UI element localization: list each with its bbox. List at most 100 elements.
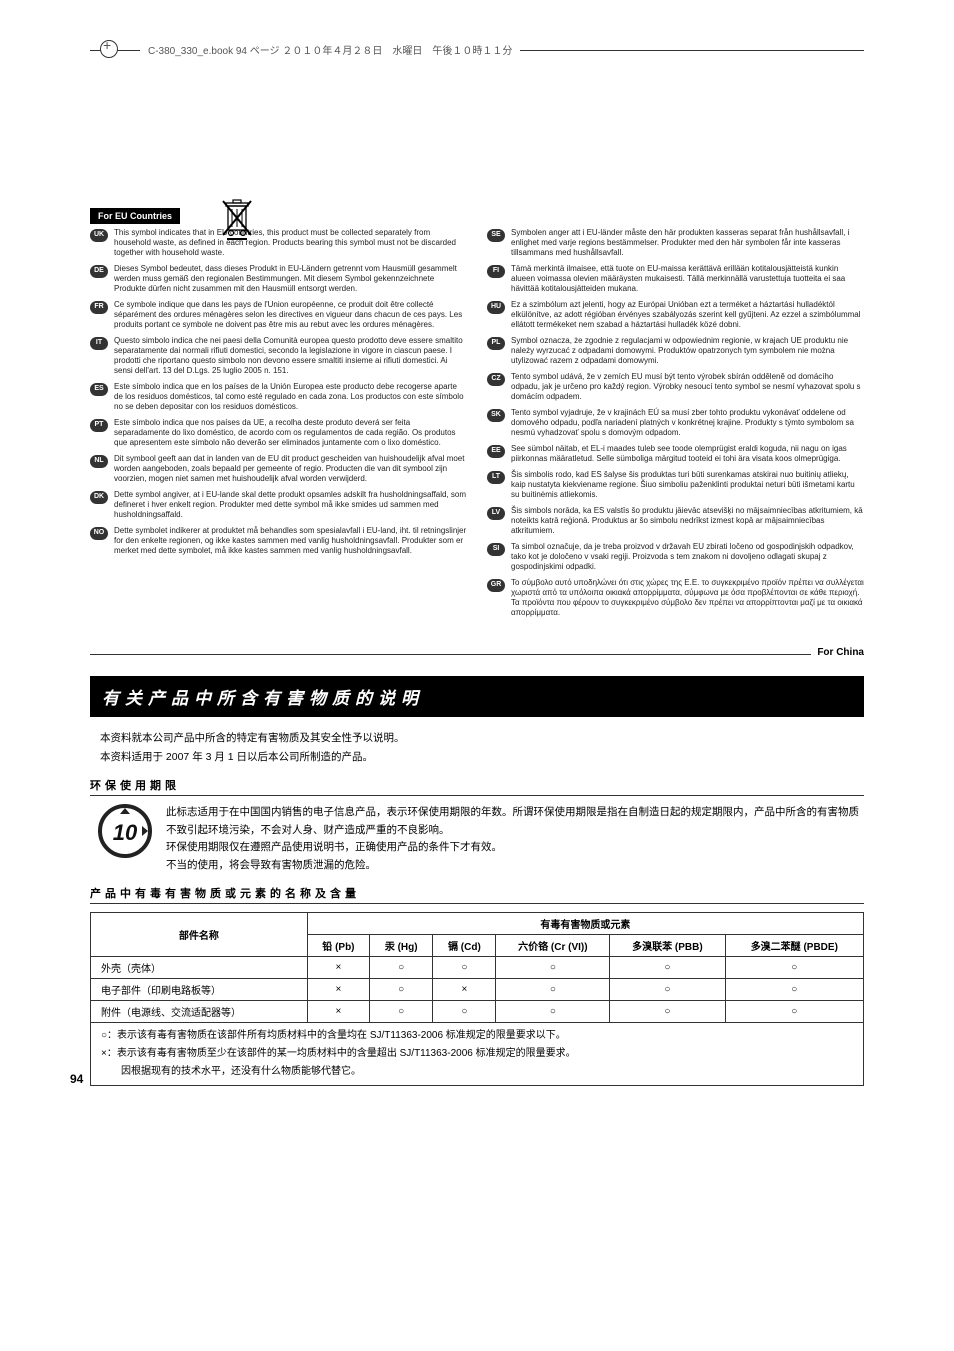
lang-block-gr: GR Το σύμβολο αυτό υποδηλώνει ότι στις χώ…	[487, 578, 864, 618]
lang-text: Šis simbols norāda, ka ES valstīs šo pro…	[511, 506, 864, 536]
col-header: 汞 (Hg)	[370, 935, 433, 957]
cell-value: ○	[370, 979, 433, 1001]
lang-badge: GR	[487, 579, 505, 592]
env-text-2: 环保使用期限仅在遵照产品使用说明书，正确使用产品的条件下才有效。	[166, 839, 864, 857]
lang-badge: SK	[487, 409, 505, 422]
lang-block-si: SI Ta simbol označuje, da je treba proizv…	[487, 542, 864, 572]
cell-value: ○	[496, 1001, 610, 1023]
cell-value: ○	[725, 979, 863, 1001]
lang-text: Tämä merkintä ilmaisee, että tuote on EU…	[511, 264, 864, 294]
col-header: 多溴联苯 (PBB)	[610, 935, 725, 957]
compass-icon	[100, 40, 118, 58]
lang-badge: NO	[90, 527, 108, 540]
lang-text: Dette symbolet indikerer at produktet må…	[114, 526, 467, 556]
lang-badge: EE	[487, 445, 505, 458]
cell-value: ○	[370, 1001, 433, 1023]
china-title: 有关产品中所含有害物质的说明	[90, 676, 864, 717]
lang-block-de: DE Dieses Symbol bedeutet, dass dieses Pr…	[90, 264, 467, 294]
lang-text: See sümbol näitab, et EL-i maades tuleb …	[511, 444, 864, 464]
lang-badge: LV	[487, 507, 505, 520]
lang-badge: DK	[90, 491, 108, 504]
th-part: 部件名称	[91, 913, 308, 957]
lang-badge: SE	[487, 229, 505, 242]
lang-text: Šis simbolis rodo, kad ES šalyse šis pro…	[511, 470, 864, 500]
lang-badge: CZ	[487, 373, 505, 386]
lang-block-fi: FI Tämä merkintä ilmaisee, että tuote on …	[487, 264, 864, 294]
part-name: 附件（电源线、交流适配器等）	[91, 1001, 308, 1023]
lang-text: Symbol oznacza, że zgodnie z regulacjami…	[511, 336, 864, 366]
note-2: ×：表示该有毒有害物质至少在该部件的某一均质材料中的含量超出 SJ/T11363…	[101, 1045, 853, 1063]
cell-value: ○	[433, 1001, 496, 1023]
lang-text: Dette symbol angiver, at i EU-lande skal…	[114, 490, 467, 520]
lang-text: Questo simbolo indica che nei paesi dell…	[114, 336, 467, 376]
lang-block-pl: PL Symbol oznacza, że zgodnie z regulacja…	[487, 336, 864, 366]
lang-badge: FI	[487, 265, 505, 278]
lang-badge: UK	[90, 229, 108, 242]
lang-block-fr: FRCe symbole indique que dans les pays d…	[90, 300, 467, 330]
svg-text:10: 10	[113, 820, 138, 845]
lang-block-dk: DK Dette symbol angiver, at i EU-lande sk…	[90, 490, 467, 520]
lang-block-sk: SK Tento symbol vyjadruje, že v krajinách…	[487, 408, 864, 438]
env-period-icon: 10	[98, 804, 152, 858]
lang-text: Dit symbool geeft aan dat in landen van …	[114, 454, 467, 484]
col-header: 六价铬 (Cr (VI))	[496, 935, 610, 957]
env-text-3: 不当的使用，将会导致有害物质泄漏的危险。	[166, 857, 864, 875]
table-notes: ○：表示该有毒有害物质在该部件所有均质材料中的含量均在 SJ/T11363-20…	[90, 1023, 864, 1086]
cell-value: ○	[433, 957, 496, 979]
lang-block-cz: CZ Tento symbol udává, že v zemích EU mus…	[487, 372, 864, 402]
lang-block-es: ES Este símbolo indica que en los países …	[90, 382, 467, 412]
china-intro-1: 本资料就本公司产品中所含的特定有害物质及其安全性予以说明。	[100, 729, 864, 748]
cell-value: ○	[496, 979, 610, 1001]
left-column: UK This symbol indicates that in EU count…	[90, 228, 467, 624]
part-name: 电子部件（印刷电路板等）	[91, 979, 308, 1001]
lang-text: Tento symbol udává, že v zemích EU musí …	[511, 372, 864, 402]
lang-block-hu: HUEz a szimbólum azt jelenti, hogy az Eu…	[487, 300, 864, 330]
weee-bin-icon	[220, 198, 254, 245]
part-name: 外壳（壳体）	[91, 957, 308, 979]
lang-text: Το σύμβολο αυτό υποδηλώνει ότι στις χώρε…	[511, 578, 864, 618]
lang-text: Ta simbol označuje, da je treba proizvod…	[511, 542, 864, 572]
cell-value: ×	[307, 1001, 369, 1023]
lang-badge: ES	[90, 383, 108, 396]
lang-block-lv: LV Šis simbols norāda, ka ES valstīs šo p…	[487, 506, 864, 536]
note-3: 因根据现有的技术水平，还没有什么物质能够代替它。	[101, 1063, 853, 1081]
china-intro-2: 本资料适用于 2007 年 3 月 1 日以后本公司所制造的产品。	[100, 748, 864, 767]
lang-badge: SI	[487, 543, 505, 556]
cell-value: ○	[725, 957, 863, 979]
cell-value: ×	[307, 957, 369, 979]
note-1: ○：表示该有毒有害物质在该部件所有均质材料中的含量均在 SJ/T11363-20…	[101, 1027, 853, 1045]
lang-badge: PL	[487, 337, 505, 350]
lang-text: Este símbolo indica que nos países da UE…	[114, 418, 467, 448]
lang-badge: IT	[90, 337, 108, 350]
cell-value: ○	[610, 979, 725, 1001]
header-info: C-380_330_e.book 94 ページ ２０１０年４月２８日 水曜日 午…	[90, 50, 864, 66]
china-section: 有关产品中所含有害物质的说明 本资料就本公司产品中所含的特定有害物质及其安全性予…	[90, 676, 864, 1086]
substances-table: 部件名称 有毒有害物质或元素 铅 (Pb)汞 (Hg)镉 (Cd)六价铬 (Cr…	[90, 912, 864, 1023]
lang-badge: DE	[90, 265, 108, 278]
col-header: 铅 (Pb)	[307, 935, 369, 957]
cell-value: ○	[725, 1001, 863, 1023]
lang-badge: FR	[90, 301, 108, 314]
lang-text: Tento symbol vyjadruje, že v krajinách E…	[511, 408, 864, 438]
table-row: 附件（电源线、交流适配器等）×○○○○○	[91, 1001, 864, 1023]
page-number: 94	[70, 1072, 83, 1086]
lang-badge: NL	[90, 455, 108, 468]
table-row: 电子部件（印刷电路板等）×○×○○○	[91, 979, 864, 1001]
cell-value: ×	[307, 979, 369, 1001]
lang-block-nl: NL Dit symbool geeft aan dat in landen va…	[90, 454, 467, 484]
cell-value: ○	[610, 1001, 725, 1023]
cell-value: ○	[370, 957, 433, 979]
cell-value: ○	[496, 957, 610, 979]
table-row: 外壳（壳体）×○○○○○	[91, 957, 864, 979]
lang-block-pt: PTEste símbolo indica que nos países da …	[90, 418, 467, 448]
th-group: 有毒有害物质或元素	[307, 913, 863, 935]
lang-text: Dieses Symbol bedeutet, dass dieses Prod…	[114, 264, 467, 294]
lang-text: This symbol indicates that in EU countri…	[114, 228, 467, 258]
lang-block-no: NO Dette symbolet indikerer at produktet …	[90, 526, 467, 556]
lang-badge: LT	[487, 471, 505, 484]
lang-block-it: IT Questo simbolo indica che nei paesi de…	[90, 336, 467, 376]
sub-heading-1: 环保使用期限	[90, 777, 864, 796]
lang-text: Este símbolo indica que en los países de…	[114, 382, 467, 412]
lang-block-ee: EE See sümbol näitab, et EL-i maades tule…	[487, 444, 864, 464]
eu-section: For EU Countries UKThis symbol indicates…	[90, 206, 864, 624]
